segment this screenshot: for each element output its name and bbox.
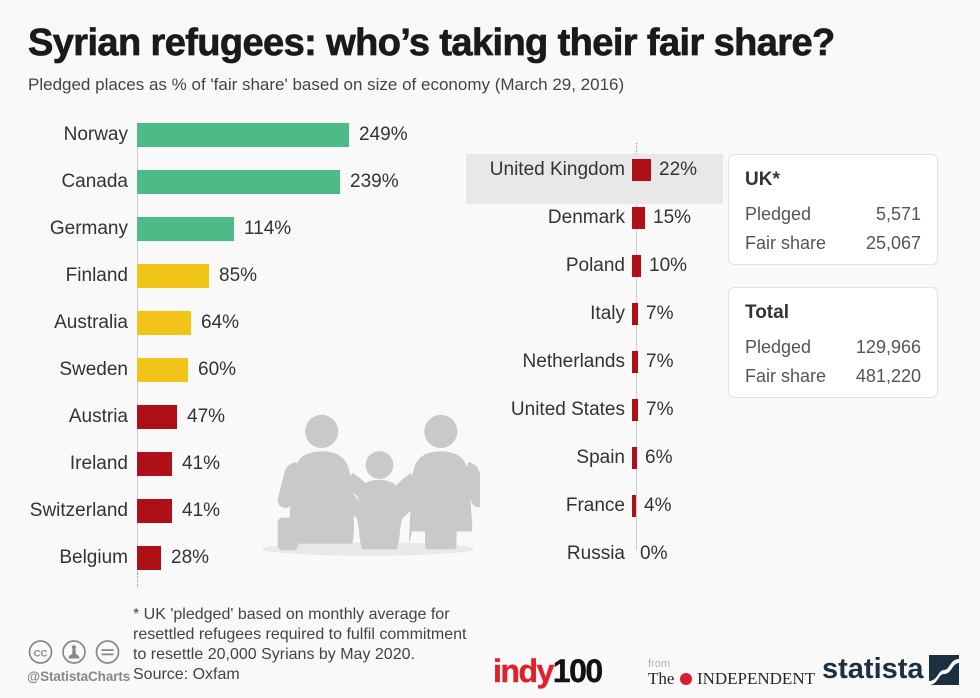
svg-text:CC: CC [34,649,48,660]
